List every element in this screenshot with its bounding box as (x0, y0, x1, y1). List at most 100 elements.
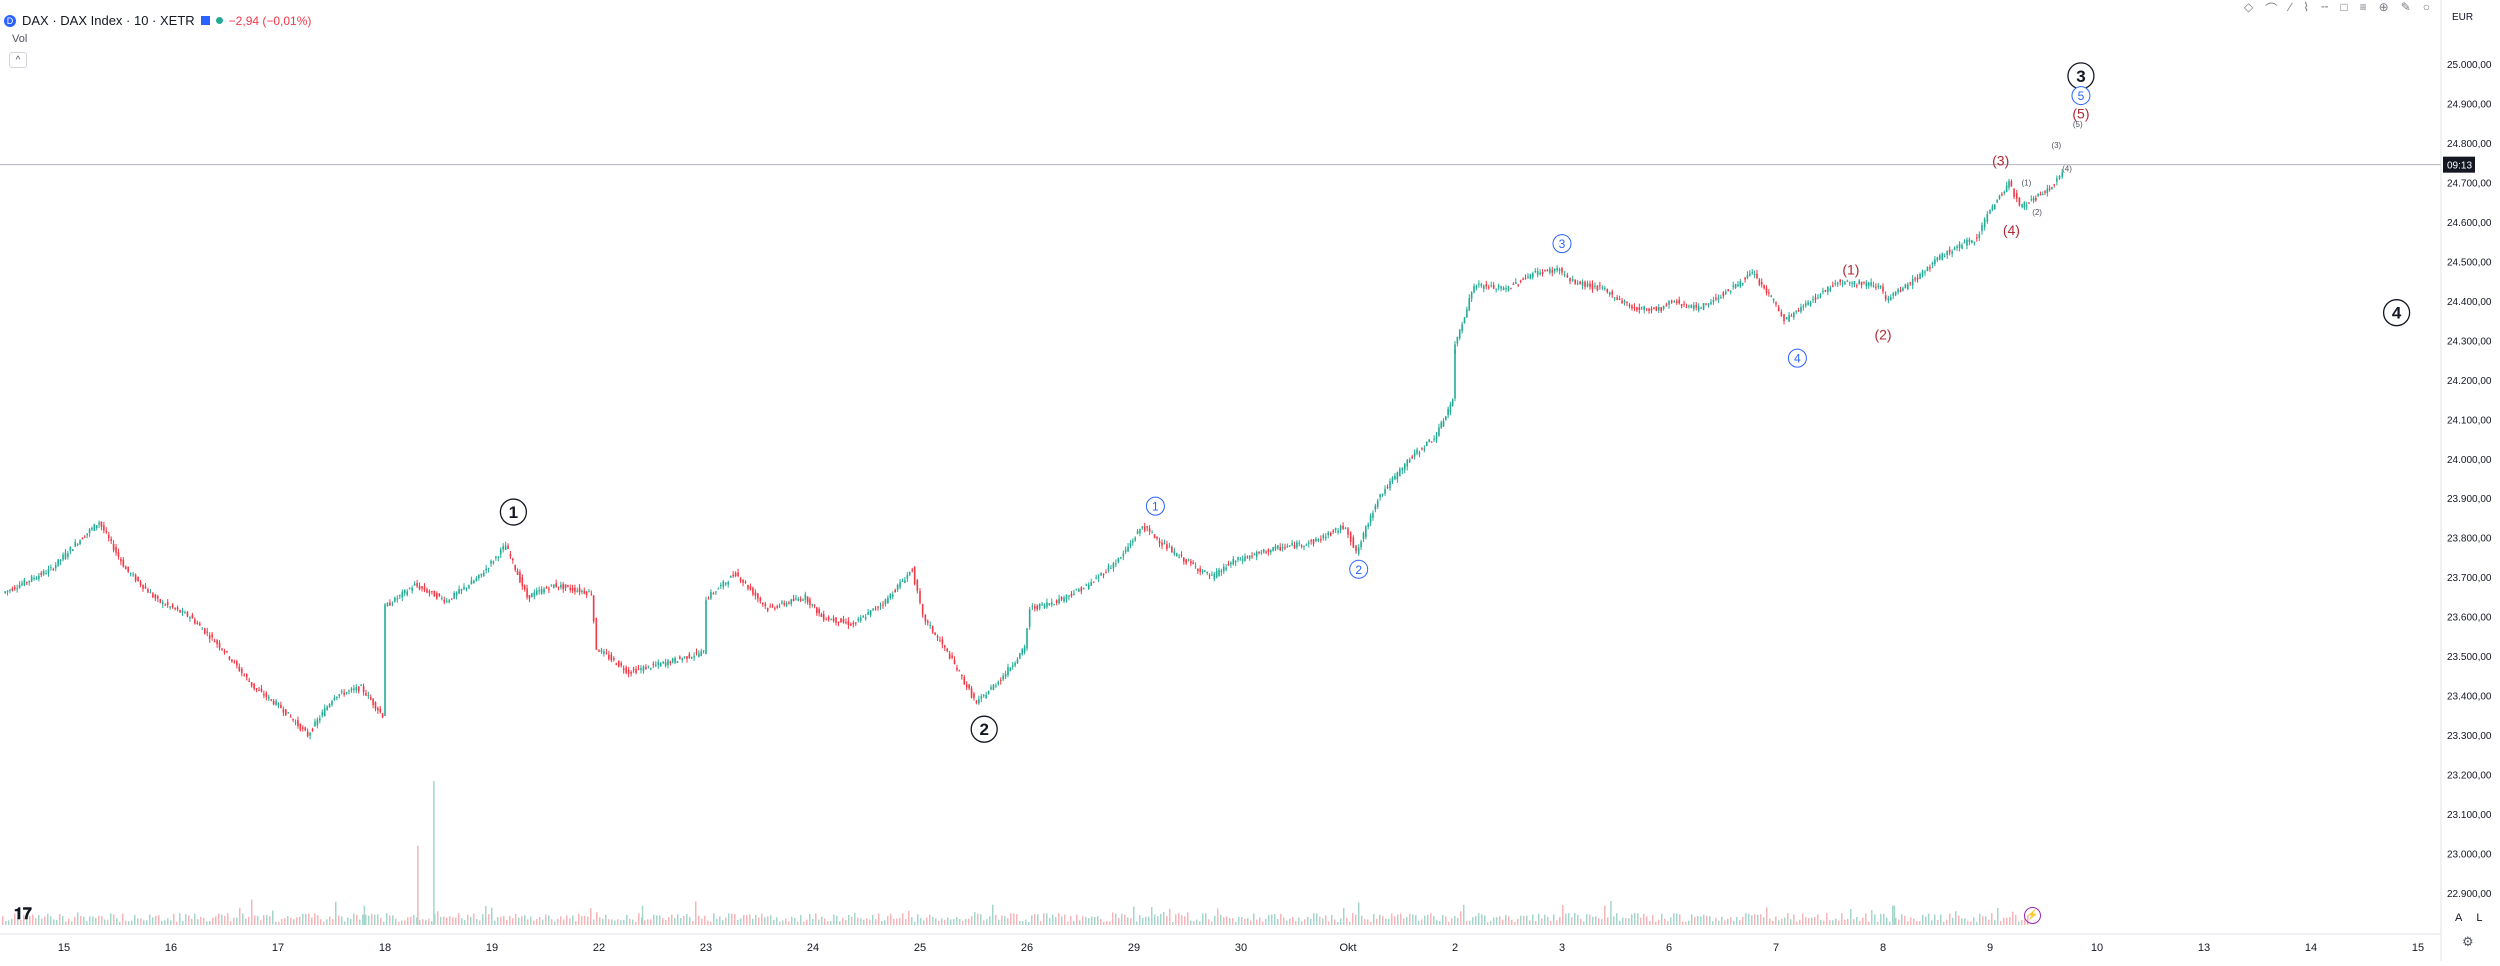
wave-tiny-label[interactable]: (2) (2032, 208, 2042, 217)
candle (825, 619, 827, 621)
toolbar-tool-icon[interactable]: ⌇ (2303, 0, 2310, 14)
candle (939, 640, 941, 642)
volume-bar (677, 914, 679, 925)
candle (396, 598, 399, 600)
wave-minor-circle[interactable] (1787, 348, 1807, 368)
candle (1002, 675, 1004, 680)
toolbar-tool-icon[interactable]: ○ (2422, 0, 2430, 14)
wave-minor-label[interactable]: 4 (1794, 352, 1801, 366)
volume-bar (191, 918, 193, 925)
wave-sub-label[interactable]: (5) (2072, 105, 2089, 121)
candle (842, 618, 845, 623)
volume-bar (1385, 918, 1387, 925)
wave-sub-label[interactable]: (3) (1992, 153, 2009, 169)
candle (757, 593, 759, 599)
wave-minor-circle[interactable] (1145, 496, 1165, 516)
wave-major-circle[interactable] (2382, 299, 2411, 327)
volume-bar (1757, 914, 1759, 925)
wave-minor-circle[interactable] (1552, 234, 1572, 254)
wave-major-circle[interactable] (970, 715, 998, 743)
wave-tiny-label[interactable]: (3) (2051, 141, 2061, 150)
volume-bar (1595, 916, 1597, 925)
toolbar-tool-icon[interactable]: ⊕ (2378, 0, 2389, 14)
wave-minor-label[interactable]: 5 (2078, 89, 2085, 103)
candle (478, 574, 480, 579)
candle (74, 542, 76, 547)
volume-bar (1088, 918, 1090, 925)
candle (1591, 283, 1594, 289)
toolbar-tool-icon[interactable]: ≡ (2359, 0, 2367, 14)
volume-bar (1214, 915, 1216, 925)
x-tick-label: 19 (486, 942, 498, 954)
wave-sub-label[interactable]: (1) (1842, 261, 1859, 277)
candle (2008, 180, 2010, 188)
candle (1613, 297, 1616, 299)
candle (213, 641, 216, 643)
candle (1475, 285, 1478, 288)
wave-tiny-label[interactable]: (5) (2073, 120, 2083, 129)
toolbar-tool-icon[interactable]: ◇ (2244, 0, 2254, 14)
volume-bar (614, 920, 616, 925)
volume-bar (386, 913, 388, 925)
wave-minor-circle[interactable] (1349, 559, 1369, 579)
toolbar-tool-icon[interactable]: ⌒ (2265, 2, 2278, 16)
volume-bar (770, 915, 772, 925)
wave-minor-circle[interactable] (2071, 86, 2091, 106)
wave-minor-label[interactable]: 2 (1355, 563, 1362, 577)
wave-major-label[interactable]: 3 (2076, 67, 2085, 86)
candle (367, 695, 370, 697)
volume-bar (545, 914, 547, 925)
candle (1768, 292, 1770, 294)
volume-bar (1631, 914, 1633, 925)
wave-tiny-label[interactable]: (1) (2021, 178, 2031, 187)
candle (707, 598, 710, 600)
wave-tiny-label[interactable]: (4) (2062, 165, 2072, 174)
toolbar-tool-icon[interactable]: □ (2340, 0, 2348, 14)
candle (1053, 604, 1056, 606)
candle (1232, 558, 1235, 565)
candle (1176, 553, 1178, 557)
candle (1702, 303, 1705, 310)
candle (1320, 539, 1322, 541)
candle (2056, 178, 2058, 182)
candle (924, 614, 927, 622)
wave-sub-label[interactable]: (4) (2003, 222, 2020, 238)
volume-bar (1094, 917, 1096, 925)
volume-bar (1436, 920, 1438, 925)
collapse-chevron-icon[interactable]: ^ (9, 52, 27, 68)
symbol-title[interactable]: DAX · DAX Index · 10 · XETR (22, 13, 195, 28)
wave-minor-label[interactable]: 3 (1559, 237, 1566, 251)
y-tick-label: 22.900,00 (2447, 889, 2492, 900)
volume-bar (923, 920, 925, 925)
toolbar-tool-icon[interactable]: ✎ (2400, 0, 2411, 14)
log-scale-button[interactable]: L (2476, 912, 2483, 924)
wave-major-label[interactable]: 2 (979, 720, 988, 739)
candle (590, 593, 593, 595)
candle (1120, 557, 1122, 559)
volume-bar (1670, 917, 1672, 925)
volume-bar (383, 921, 385, 925)
wave-minor-label[interactable]: 1 (1152, 500, 1159, 514)
volume-bar (1193, 921, 1195, 925)
candle (394, 597, 396, 602)
lightning-icon[interactable]: ⚡ (2024, 907, 2041, 924)
wave-major-circle[interactable] (499, 498, 528, 526)
toolbar-tool-icon[interactable]: ∕ (2289, 0, 2292, 14)
tradingview-logo-icon[interactable]: 𝟏𝟕 (14, 904, 32, 923)
auto-scale-button[interactable]: A (2455, 912, 2463, 924)
wave-sub-label[interactable]: (2) (1874, 326, 1891, 342)
candle (379, 708, 382, 713)
candle (1870, 282, 1872, 286)
candle (2048, 188, 2051, 190)
wave-major-label[interactable]: 4 (2392, 304, 2402, 323)
candle (1132, 540, 1134, 543)
volume-bar (1910, 917, 1912, 925)
candle (1673, 301, 1676, 303)
candle (1848, 282, 1851, 284)
toolbar-tool-icon[interactable]: ╌ (2321, 0, 2329, 14)
candle (698, 653, 700, 657)
settings-icon[interactable]: ⚙ (2462, 934, 2474, 949)
wave-major-label[interactable]: 1 (509, 503, 518, 522)
